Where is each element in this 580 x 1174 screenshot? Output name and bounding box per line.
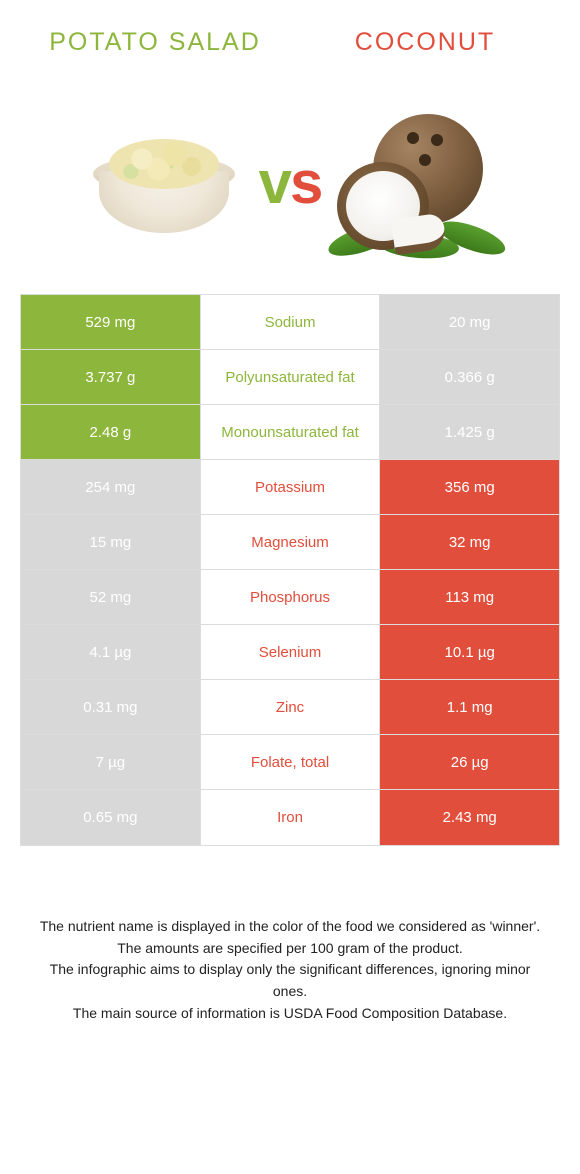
- footnote-line: The main source of information is USDA F…: [36, 1003, 544, 1025]
- value-left: 2.48 g: [21, 405, 200, 459]
- value-right: 32 mg: [380, 515, 559, 569]
- value-right: 20 mg: [380, 295, 559, 349]
- value-left: 52 mg: [21, 570, 200, 624]
- food-image-right: [331, 103, 501, 263]
- value-right: 26 µg: [380, 735, 559, 789]
- nutrient-name: Folate, total: [200, 735, 381, 789]
- table-row: 4.1 µgSelenium10.1 µg: [21, 625, 559, 680]
- nutrient-table: 529 mgSodium20 mg3.737 gPolyunsaturated …: [20, 294, 560, 846]
- value-left: 529 mg: [21, 295, 200, 349]
- value-left: 0.65 mg: [21, 790, 200, 845]
- table-row: 254 mgPotassium356 mg: [21, 460, 559, 515]
- nutrient-name: Potassium: [200, 460, 381, 514]
- food-title-left: Potato salad: [20, 28, 290, 57]
- infographic-container: Potato salad Coconut vs 529 mgSodium20 m…: [0, 0, 580, 1024]
- value-left: 7 µg: [21, 735, 200, 789]
- food-image-left: [79, 103, 249, 263]
- footnote-line: The nutrient name is displayed in the co…: [36, 916, 544, 938]
- header: Potato salad Coconut: [0, 0, 580, 95]
- value-right: 10.1 µg: [380, 625, 559, 679]
- nutrient-name: Zinc: [200, 680, 381, 734]
- table-row: 52 mgPhosphorus113 mg: [21, 570, 559, 625]
- value-left: 0.31 mg: [21, 680, 200, 734]
- table-row: 0.31 mgZinc1.1 mg: [21, 680, 559, 735]
- footnotes: The nutrient name is displayed in the co…: [0, 846, 580, 1024]
- footnote-line: The infographic aims to display only the…: [36, 959, 544, 1002]
- value-left: 254 mg: [21, 460, 200, 514]
- vs-label: vs: [259, 148, 322, 217]
- table-row: 529 mgSodium20 mg: [21, 295, 559, 350]
- nutrient-name: Magnesium: [200, 515, 381, 569]
- nutrient-name: Phosphorus: [200, 570, 381, 624]
- value-left: 15 mg: [21, 515, 200, 569]
- coconut-icon: [331, 108, 501, 258]
- value-right: 1.1 mg: [380, 680, 559, 734]
- value-right: 0.366 g: [380, 350, 559, 404]
- potato-salad-icon: [89, 133, 239, 233]
- table-row: 2.48 gMonounsaturated fat1.425 g: [21, 405, 559, 460]
- table-row: 7 µgFolate, total26 µg: [21, 735, 559, 790]
- nutrient-name: Selenium: [200, 625, 381, 679]
- value-right: 113 mg: [380, 570, 559, 624]
- value-right: 1.425 g: [380, 405, 559, 459]
- nutrient-name: Iron: [200, 790, 381, 845]
- value-left: 3.737 g: [21, 350, 200, 404]
- images-row: vs: [0, 95, 580, 270]
- footnote-line: The amounts are specified per 100 gram o…: [36, 938, 544, 960]
- nutrient-name: Polyunsaturated fat: [200, 350, 381, 404]
- value-right: 356 mg: [380, 460, 559, 514]
- food-title-right: Coconut: [290, 28, 560, 57]
- nutrient-name: Sodium: [200, 295, 381, 349]
- table-row: 0.65 mgIron2.43 mg: [21, 790, 559, 845]
- value-left: 4.1 µg: [21, 625, 200, 679]
- table-row: 15 mgMagnesium32 mg: [21, 515, 559, 570]
- table-row: 3.737 gPolyunsaturated fat0.366 g: [21, 350, 559, 405]
- value-right: 2.43 mg: [380, 790, 559, 845]
- nutrient-name: Monounsaturated fat: [200, 405, 381, 459]
